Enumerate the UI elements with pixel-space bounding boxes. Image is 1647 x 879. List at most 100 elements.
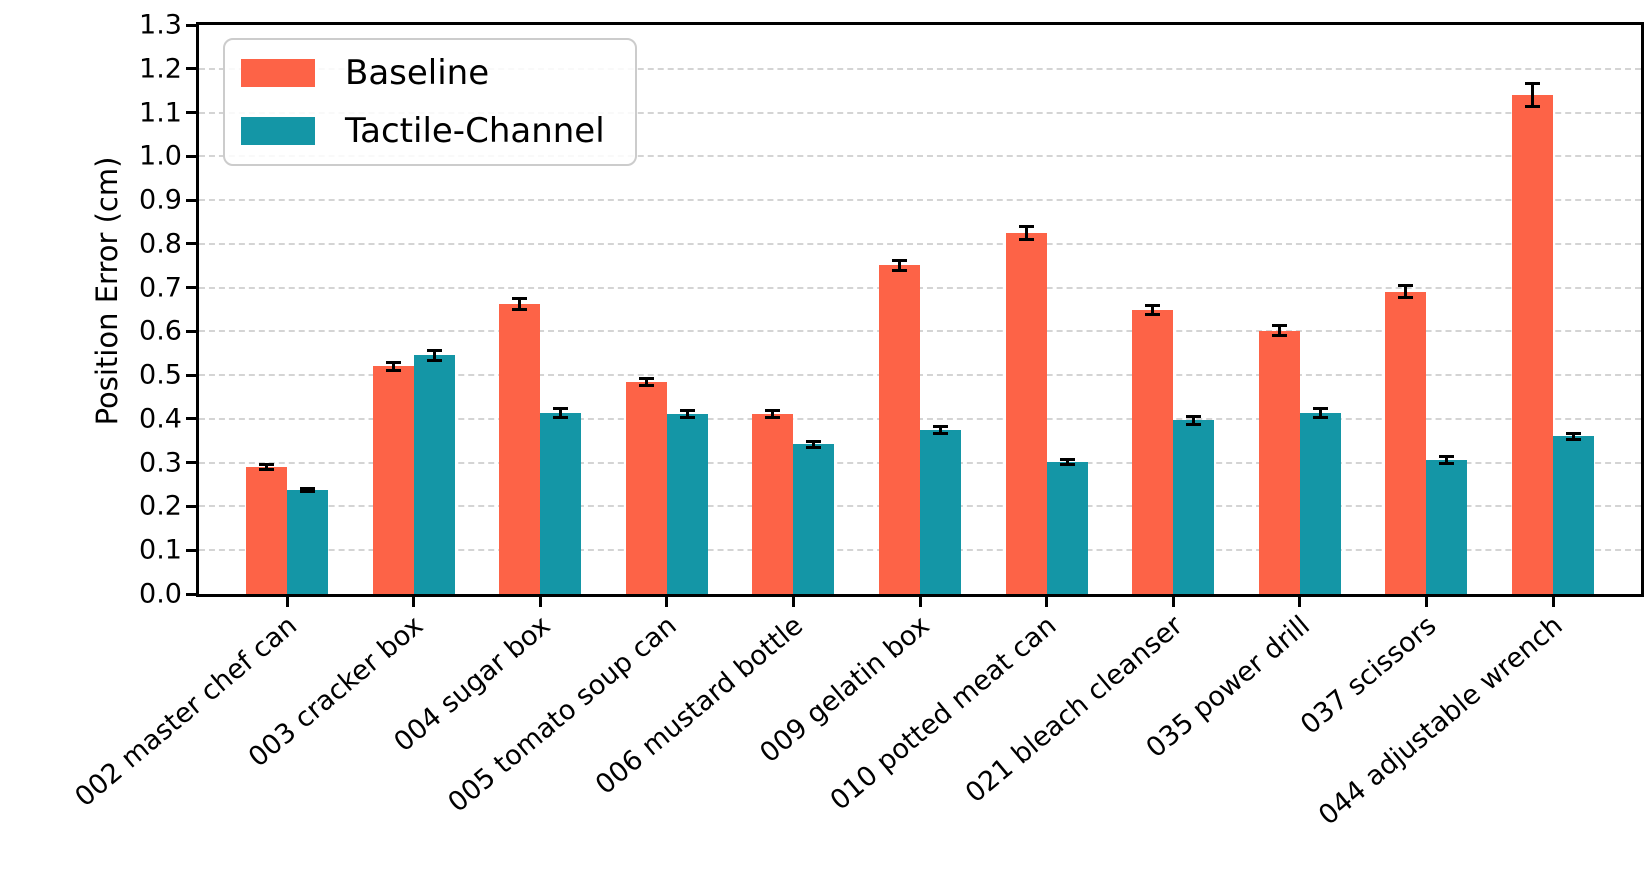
error-bar-cap	[512, 308, 528, 312]
bar-baseline	[625, 381, 667, 594]
bar-tactile-channel	[1553, 436, 1594, 594]
y-tick-mark	[186, 592, 196, 596]
error-bar-line	[685, 410, 689, 418]
error-bar-line	[559, 408, 563, 418]
error-bar-line	[644, 378, 648, 386]
error-bar-cap	[1312, 416, 1328, 420]
bar-baseline	[246, 467, 287, 594]
gridline	[199, 242, 1641, 245]
error-bar-cap	[512, 297, 528, 301]
bars-layer	[199, 25, 1641, 594]
error-bar-cap	[806, 439, 822, 443]
error-bar-cap	[1018, 237, 1034, 241]
bar-tactile-channel	[287, 489, 328, 594]
y-tick-mark	[186, 548, 196, 552]
error-bar-cap	[1145, 304, 1161, 308]
y-tick-label: 1.0	[139, 140, 182, 172]
x-tick-label: 021 bleach cleanser	[960, 610, 1190, 810]
bar-baseline	[752, 414, 794, 594]
error-bar-cap	[259, 463, 274, 467]
y-tick-label: 1.1	[139, 97, 182, 129]
axis-ticks-layer: 0.0 0.1 0.2 0.3 0.4 0.5 0.6 0.7 0.8 0.9 1.0 1.1 1.2 1…	[69, 10, 1641, 832]
error-bar-cap	[1566, 437, 1581, 441]
y-tick-mark	[186, 111, 196, 115]
plot-area: 0.0 0.1 0.2 0.3 0.4 0.5 0.6 0.7 0.8 0.9 1.0 1.1 1.2 1…	[69, 10, 1644, 832]
bar-tactile-channel	[1426, 460, 1468, 594]
gridline	[199, 111, 1641, 114]
legend-swatch-baseline	[241, 59, 315, 87]
gridline	[199, 286, 1641, 289]
error-bar-cap	[385, 369, 401, 373]
error-bar-line	[898, 260, 901, 271]
gridline	[199, 67, 1641, 70]
error-bar-cap	[765, 416, 781, 420]
error-bar-cap	[1145, 313, 1161, 317]
error-bar-cap	[1566, 431, 1581, 435]
x-tick-label: 010 potted meat can	[824, 610, 1063, 817]
error-bar-cap	[806, 445, 822, 449]
bar-tactile-channel	[1299, 413, 1341, 594]
error-bar-cap	[1439, 455, 1455, 459]
y-tick-label: 0.5	[139, 359, 182, 391]
error-bar-cap	[892, 269, 907, 273]
y-tick-mark	[186, 373, 196, 377]
error-bar-cap	[1312, 407, 1328, 411]
x-tick-mark	[1298, 597, 1302, 607]
error-bar-cap	[1059, 457, 1075, 461]
bar-tactile-channel	[1046, 461, 1088, 594]
error-bar-cap	[1398, 295, 1414, 299]
error-bar-cap	[892, 258, 907, 262]
y-tick-mark	[186, 67, 196, 71]
error-bar-cap	[933, 431, 948, 435]
bar-baseline	[499, 304, 541, 594]
x-tick-mark	[285, 597, 289, 607]
x-tick-mark	[1171, 597, 1175, 607]
error-bar-line	[1404, 285, 1408, 298]
gridline	[199, 374, 1641, 377]
bar-baseline	[1258, 330, 1300, 594]
legend-item-tactile-channel: Tactile-Channel	[241, 114, 605, 148]
error-bar-cap	[426, 359, 442, 363]
y-tick-mark	[186, 329, 196, 333]
error-bar-cap	[1271, 333, 1287, 337]
bar-baseline	[372, 366, 414, 594]
bar-baseline	[1512, 95, 1553, 594]
legend: Baseline Tactile-Channel	[223, 38, 637, 166]
error-bar-cap	[1439, 462, 1455, 466]
x-tick-mark	[665, 597, 669, 607]
error-bar-line	[391, 362, 395, 371]
error-bar-line	[432, 350, 436, 361]
error-bar-line	[1065, 459, 1069, 465]
error-bar-cap	[679, 416, 695, 420]
gridline	[199, 199, 1641, 202]
x-tick-mark	[918, 597, 922, 607]
error-bars-layer	[199, 25, 1641, 594]
y-tick-label: 0.2	[139, 490, 182, 522]
y-tick-label: 1.3	[139, 9, 182, 41]
y-tick-mark	[186, 154, 196, 158]
gridline	[199, 417, 1641, 420]
error-bar-cap	[638, 383, 654, 387]
y-tick-label: 0.4	[139, 403, 182, 435]
error-bar-line	[1151, 305, 1155, 315]
y-tick-label: 0.9	[139, 184, 182, 216]
x-tick-mark	[1424, 597, 1428, 607]
y-tick-mark	[186, 417, 196, 421]
legend-label-baseline: Baseline	[345, 53, 490, 93]
bar-baseline	[1385, 291, 1427, 594]
error-bar-line	[1531, 83, 1534, 107]
y-tick-label: 0.8	[139, 228, 182, 260]
error-bar-line	[306, 488, 309, 492]
x-tick-label: 044 adjustable wrench	[1313, 610, 1569, 832]
x-tick-mark	[412, 597, 416, 607]
error-bar-line	[771, 410, 775, 418]
gridline	[199, 155, 1641, 158]
error-bar-cap	[300, 490, 315, 494]
y-axis-label: Position Error (cm)	[90, 156, 124, 426]
y-tick-mark	[186, 198, 196, 202]
y-tick-label: 1.2	[139, 53, 182, 85]
error-bar-cap	[1186, 414, 1202, 418]
x-tick-mark	[538, 597, 542, 607]
error-bar-cap	[259, 467, 274, 471]
